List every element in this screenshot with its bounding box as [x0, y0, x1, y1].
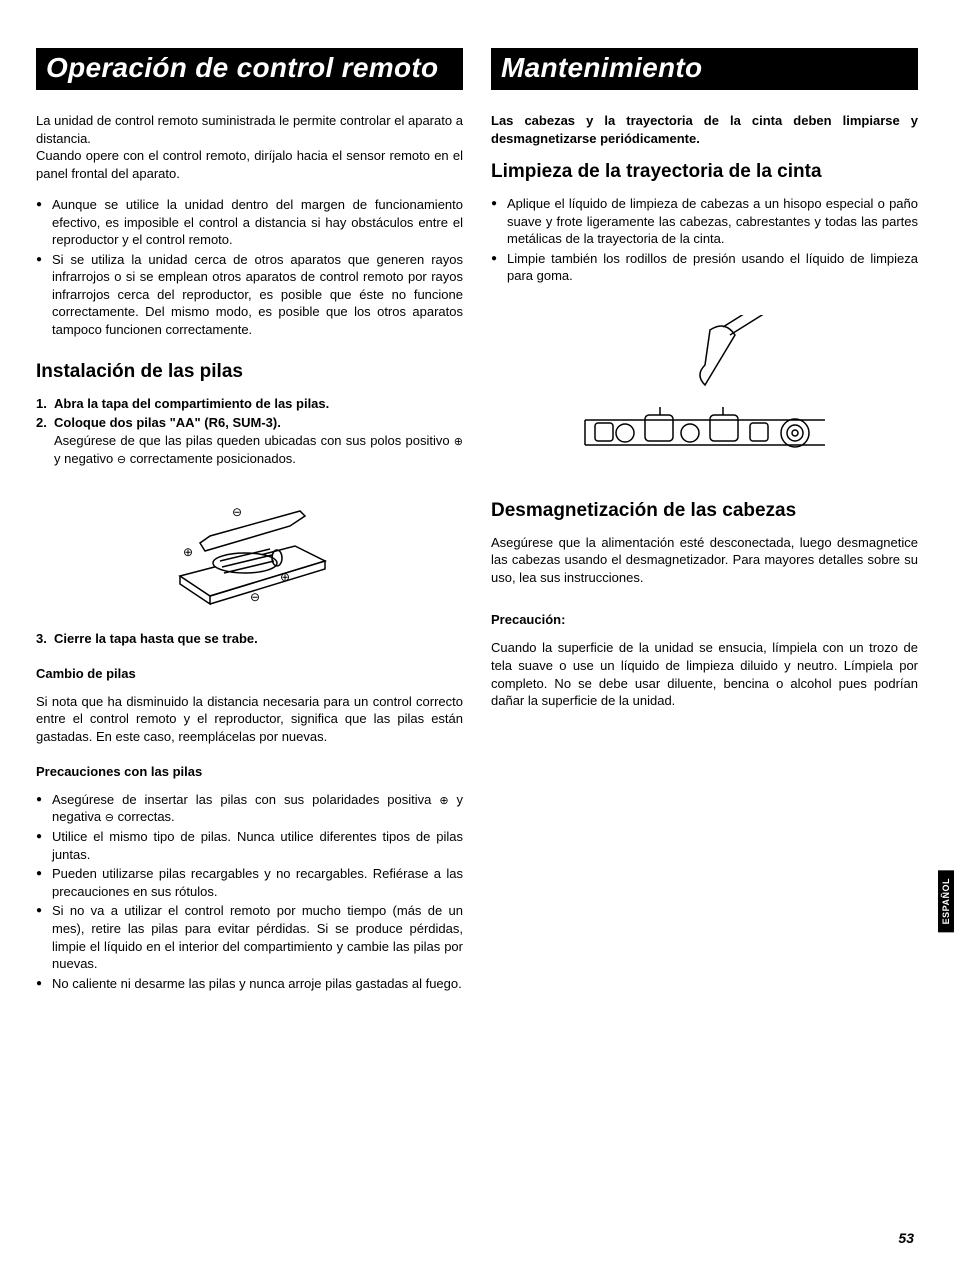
- caution-title: Precaución:: [491, 612, 918, 627]
- battery-precautions-title: Precauciones con las pilas: [36, 764, 463, 779]
- step-3-title: Cierre la tapa hasta que se trabe.: [54, 631, 258, 646]
- plus-marker: ⊕: [183, 545, 193, 559]
- intro-line-2: Cuando opere con el control remoto, dirí…: [36, 148, 463, 181]
- cleaning-list: Aplique el líquido de limpieza de cabeza…: [491, 195, 918, 285]
- page-number: 53: [898, 1230, 914, 1246]
- plus-icon: ⊕: [454, 436, 463, 448]
- left-section-header: Operación de control remoto: [36, 48, 463, 90]
- install-subheading: Instalación de las pilas: [36, 361, 463, 383]
- minus-marker: ⊖: [232, 505, 242, 519]
- maintenance-intro: Las cabezas y la trayectoria de la cinta…: [491, 112, 918, 147]
- language-tab: ESPAÑOL: [938, 870, 954, 932]
- list-item: Si no va a utilizar el control remoto po…: [36, 902, 463, 972]
- step-1-title: Abra la tapa del compartimiento de las p…: [54, 396, 329, 411]
- list-item: Pueden utilizarse pilas recargables y no…: [36, 865, 463, 900]
- two-column-layout: Operación de control remoto La unidad de…: [36, 48, 918, 1010]
- battery-diagram-icon: ⊕ ⊖ ⊕ ⊖: [150, 481, 350, 611]
- left-column: Operación de control remoto La unidad de…: [36, 48, 463, 1010]
- demagnetize-body: Asegúrese que la alimentación esté desco…: [491, 534, 918, 587]
- battery-precautions-list: Asegúrese de insertar las pilas con sus …: [36, 791, 463, 993]
- step-1: 1.Abra la tapa del compartimiento de las…: [36, 395, 463, 413]
- list-item: Asegúrese de insertar las pilas con sus …: [36, 791, 463, 827]
- install-steps-cont: 3.Cierre la tapa hasta que se trabe.: [36, 630, 463, 648]
- battery-change-title: Cambio de pilas: [36, 666, 463, 681]
- tape-head-figure: [491, 315, 918, 470]
- list-item: Limpie también los rodillos de presión u…: [491, 250, 918, 285]
- intro-paragraph: La unidad de control remoto suministrada…: [36, 112, 463, 182]
- caution-body: Cuando la superficie de la unidad se ens…: [491, 639, 918, 709]
- step-2: 2.Coloque dos pilas "AA" (R6, SUM-3). As…: [36, 414, 463, 467]
- right-section-header: Mantenimiento: [491, 48, 918, 90]
- plus-marker: ⊕: [280, 570, 290, 584]
- minus-icon: ⊖: [105, 812, 114, 824]
- cleaning-subheading: Limpieza de la trayectoria de la cinta: [491, 161, 918, 183]
- list-item: Si se utiliza la unidad cerca de otros a…: [36, 251, 463, 339]
- list-item: No caliente ni desarme las pilas y nunca…: [36, 975, 463, 993]
- battery-change-body: Si nota que ha disminuido la distancia n…: [36, 693, 463, 746]
- list-item: Utilice el mismo tipo de pilas. Nunca ut…: [36, 828, 463, 863]
- battery-install-figure: ⊕ ⊖ ⊕ ⊖: [36, 481, 463, 616]
- step-2-title: Coloque dos pilas "AA" (R6, SUM-3).: [54, 415, 281, 430]
- plus-icon: ⊕: [439, 795, 448, 807]
- minus-icon: ⊖: [117, 454, 126, 466]
- intro-line-1: La unidad de control remoto suministrada…: [36, 113, 463, 146]
- install-steps: 1.Abra la tapa del compartimiento de las…: [36, 395, 463, 468]
- remote-notes-list: Aunque se utilice la unidad dentro del m…: [36, 196, 463, 338]
- step-3: 3.Cierre la tapa hasta que se trabe.: [36, 630, 463, 648]
- minus-marker: ⊖: [250, 590, 260, 604]
- step-2-body: Asegúrese de que las pilas queden ubicad…: [54, 432, 463, 468]
- list-item: Aplique el líquido de limpieza de cabeza…: [491, 195, 918, 248]
- tape-head-diagram-icon: [575, 315, 835, 465]
- demagnetize-subheading: Desmagnetización de las cabezas: [491, 500, 918, 522]
- list-item: Aunque se utilice la unidad dentro del m…: [36, 196, 463, 249]
- right-column: Mantenimiento Las cabezas y la trayector…: [491, 48, 918, 1010]
